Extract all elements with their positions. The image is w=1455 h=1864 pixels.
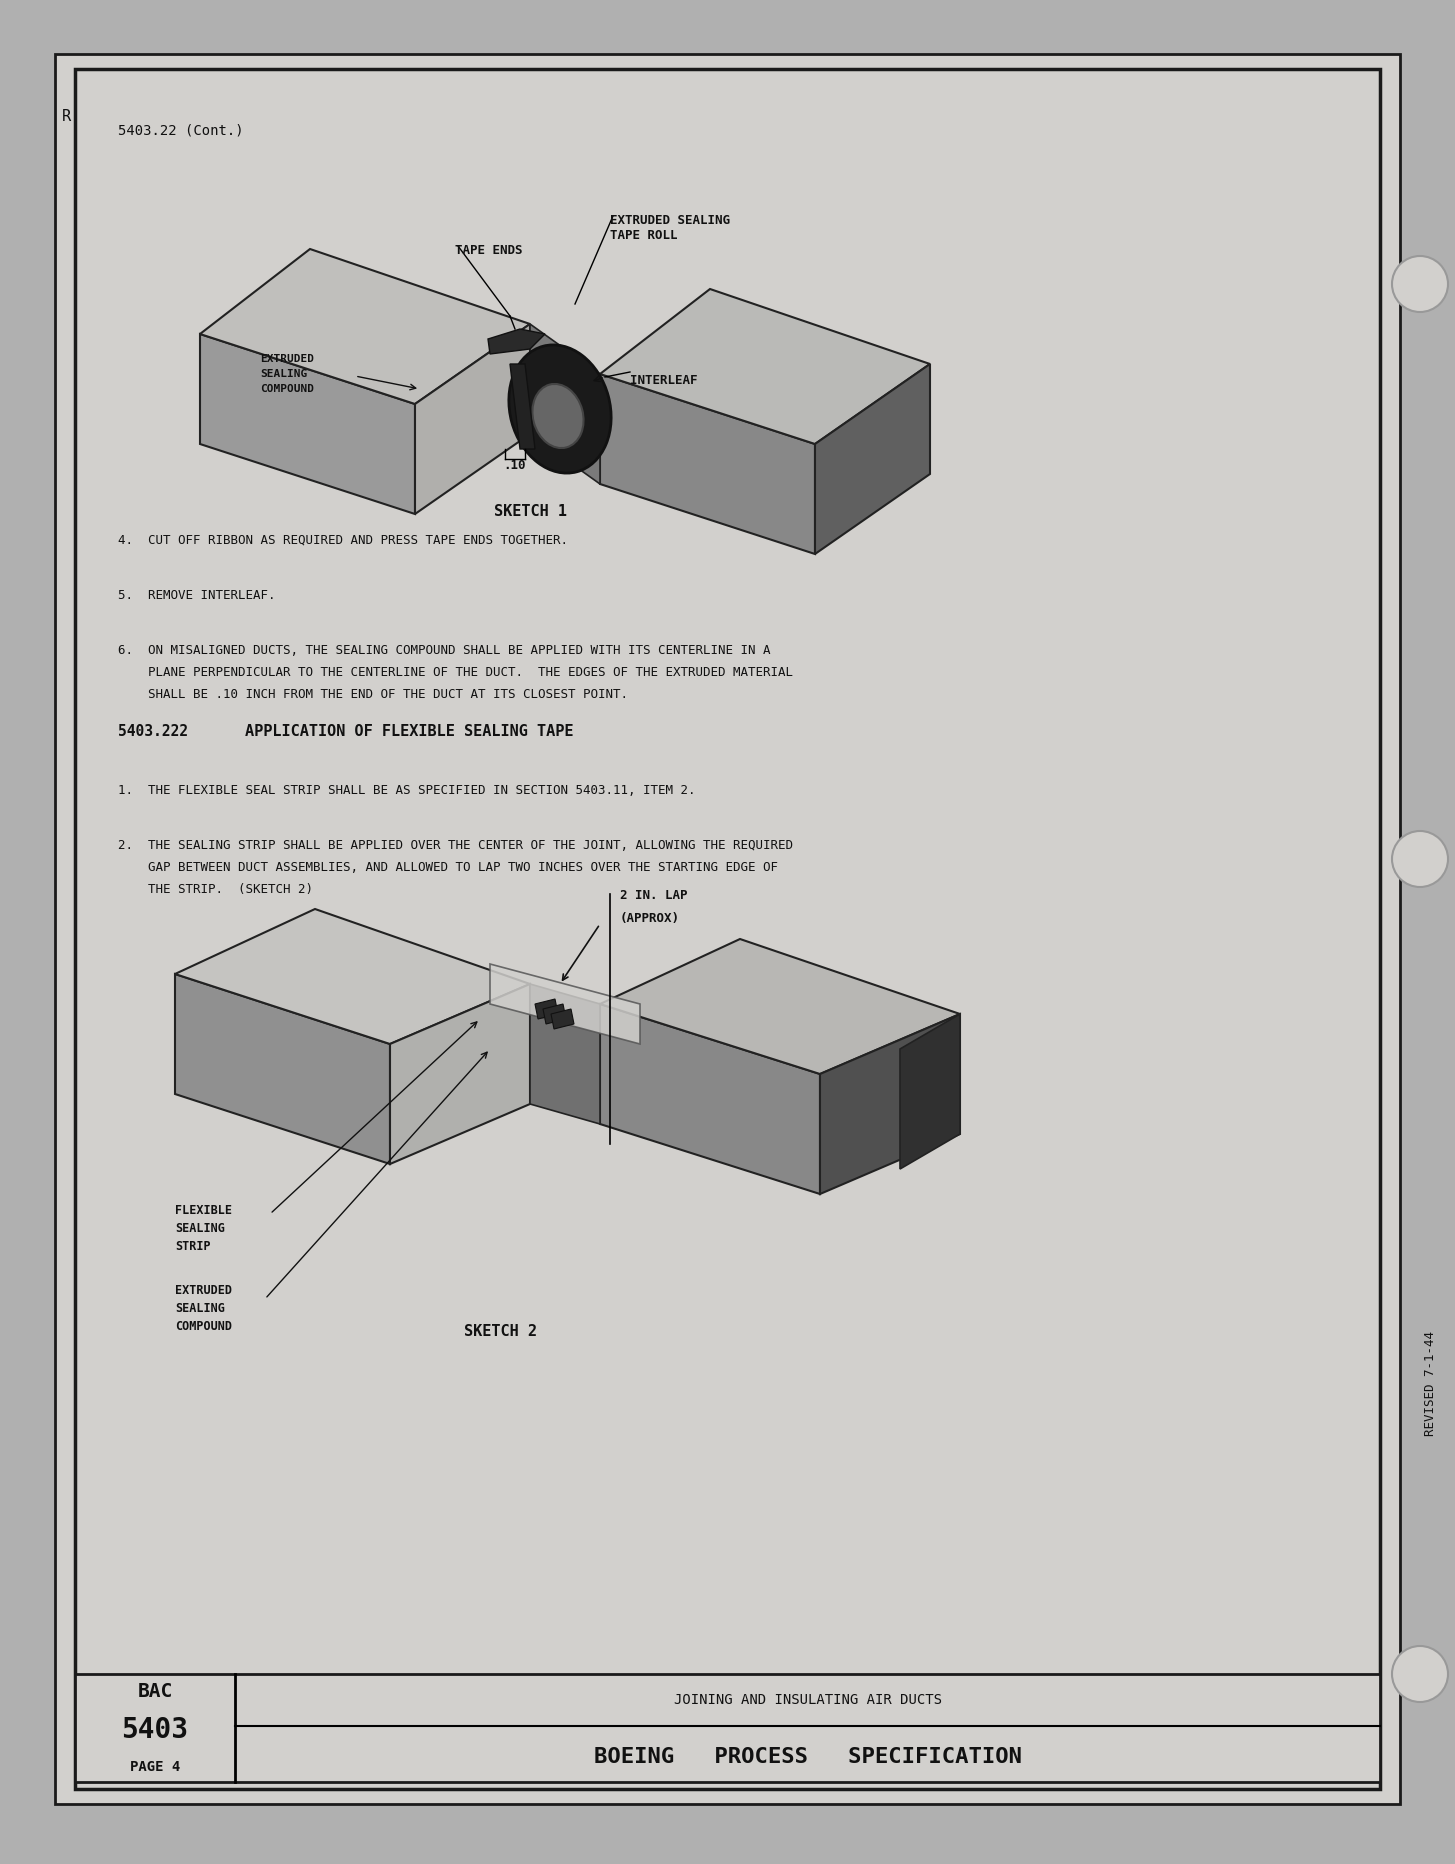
Polygon shape <box>599 939 960 1074</box>
Polygon shape <box>199 334 415 514</box>
Text: STRIP: STRIP <box>175 1240 211 1253</box>
Text: 4.  CUT OFF RIBBON AS REQUIRED AND PRESS TAPE ENDS TOGETHER.: 4. CUT OFF RIBBON AS REQUIRED AND PRESS … <box>118 533 567 546</box>
Polygon shape <box>599 289 930 444</box>
Text: COMPOUND: COMPOUND <box>260 384 314 393</box>
Polygon shape <box>599 1005 821 1195</box>
Text: 5403.222: 5403.222 <box>118 723 188 738</box>
Polygon shape <box>530 414 570 434</box>
Text: SKETCH 2: SKETCH 2 <box>464 1323 537 1338</box>
Text: APPLICATION OF FLEXIBLE SEALING TAPE: APPLICATION OF FLEXIBLE SEALING TAPE <box>244 723 573 738</box>
Text: JOINING AND INSULATING AIR DUCTS: JOINING AND INSULATING AIR DUCTS <box>674 1693 941 1707</box>
Polygon shape <box>599 375 815 554</box>
Text: GAP BETWEEN DUCT ASSEMBLIES, AND ALLOWED TO LAP TWO INCHES OVER THE STARTING EDG: GAP BETWEEN DUCT ASSEMBLIES, AND ALLOWED… <box>118 861 778 874</box>
Text: THE STRIP.  (SKETCH 2): THE STRIP. (SKETCH 2) <box>118 884 313 897</box>
Text: BAC: BAC <box>137 1681 173 1702</box>
Text: INTERLEAF: INTERLEAF <box>630 375 697 388</box>
Text: SEALING: SEALING <box>260 369 307 378</box>
Polygon shape <box>525 393 565 414</box>
Text: 5.  REMOVE INTERLEAF.: 5. REMOVE INTERLEAF. <box>118 589 275 602</box>
Text: EXTRUDED: EXTRUDED <box>260 354 314 363</box>
Text: BOEING   PROCESS   SPECIFICATION: BOEING PROCESS SPECIFICATION <box>594 1747 1021 1767</box>
Text: PLANE PERPENDICULAR TO THE CENTERLINE OF THE DUCT.  THE EDGES OF THE EXTRUDED MA: PLANE PERPENDICULAR TO THE CENTERLINE OF… <box>118 665 793 678</box>
Ellipse shape <box>509 345 611 473</box>
Polygon shape <box>543 1005 566 1023</box>
Text: FLEXIBLE: FLEXIBLE <box>175 1204 231 1217</box>
Text: PAGE 4: PAGE 4 <box>129 1760 180 1775</box>
Circle shape <box>1392 1646 1448 1702</box>
Polygon shape <box>551 1008 575 1029</box>
Circle shape <box>1392 831 1448 887</box>
Polygon shape <box>175 975 390 1163</box>
Polygon shape <box>901 1014 960 1169</box>
Polygon shape <box>821 1014 960 1195</box>
Text: EXTRUDED SEALING: EXTRUDED SEALING <box>610 214 730 227</box>
Text: 1.  THE FLEXIBLE SEAL STRIP SHALL BE AS SPECIFIED IN SECTION 5403.11, ITEM 2.: 1. THE FLEXIBLE SEAL STRIP SHALL BE AS S… <box>118 785 695 798</box>
Polygon shape <box>519 375 560 393</box>
Text: 2 IN. LAP: 2 IN. LAP <box>620 889 688 902</box>
Polygon shape <box>199 250 530 404</box>
Text: COMPOUND: COMPOUND <box>175 1320 231 1333</box>
Text: TAPE ENDS: TAPE ENDS <box>455 244 522 257</box>
Bar <box>76 1674 1379 1782</box>
Text: EXTRUDED: EXTRUDED <box>175 1284 231 1297</box>
Polygon shape <box>530 984 599 1124</box>
Polygon shape <box>487 330 546 354</box>
Polygon shape <box>415 324 530 514</box>
Text: SEALING: SEALING <box>175 1301 226 1314</box>
Polygon shape <box>530 324 599 485</box>
Polygon shape <box>490 964 640 1044</box>
Bar <box>76 69 1379 1789</box>
Text: SHALL BE .10 INCH FROM THE END OF THE DUCT AT ITS CLOSEST POINT.: SHALL BE .10 INCH FROM THE END OF THE DU… <box>118 688 629 701</box>
Text: SKETCH 1: SKETCH 1 <box>493 503 566 518</box>
Polygon shape <box>175 910 530 1044</box>
Polygon shape <box>511 363 535 449</box>
Text: TAPE ROLL: TAPE ROLL <box>610 229 678 242</box>
Text: 6.  ON MISALIGNED DUCTS, THE SEALING COMPOUND SHALL BE APPLIED WITH ITS CENTERLI: 6. ON MISALIGNED DUCTS, THE SEALING COMP… <box>118 643 771 656</box>
Text: 5403.22 (Cont.): 5403.22 (Cont.) <box>118 125 243 138</box>
Text: REVISED 7-1-44: REVISED 7-1-44 <box>1423 1331 1436 1437</box>
Text: 5403: 5403 <box>122 1717 189 1745</box>
Polygon shape <box>535 999 559 1020</box>
Polygon shape <box>390 984 530 1163</box>
Text: SEALING: SEALING <box>175 1223 226 1236</box>
Text: (APPROX): (APPROX) <box>620 911 679 925</box>
Text: .10: .10 <box>503 459 527 472</box>
Polygon shape <box>815 363 930 554</box>
Text: 2.  THE SEALING STRIP SHALL BE APPLIED OVER THE CENTER OF THE JOINT, ALLOWING TH: 2. THE SEALING STRIP SHALL BE APPLIED OV… <box>118 839 793 852</box>
Text: R: R <box>63 108 71 125</box>
Circle shape <box>1392 255 1448 311</box>
Ellipse shape <box>533 384 583 447</box>
